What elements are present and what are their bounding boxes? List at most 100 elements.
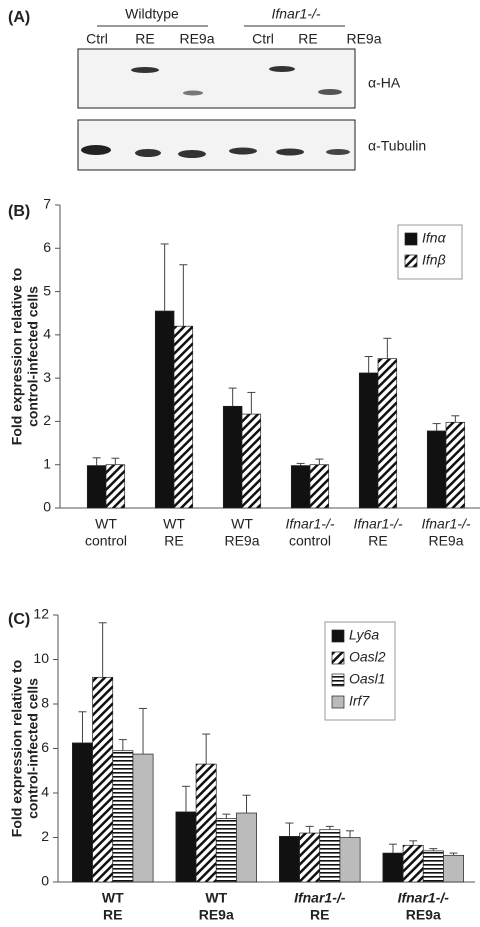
x-tick-label: RE9a [199,907,234,923]
y-axis-label: Fold expression relative to [9,268,25,445]
x-tick-label: Ifnar1-/- [353,516,402,532]
bar [86,465,107,509]
y-axis-label: control-infected cells [25,678,41,819]
bar [319,829,341,883]
error-bar [118,739,127,751]
y-axis-label: control-infected cells [25,286,41,427]
legend-swatch [331,673,345,687]
lane-label: RE9a [179,31,214,47]
lane-label: RE [135,31,154,47]
legend-swatch [331,651,345,665]
bar [382,852,404,883]
blot-label: α-HA [368,75,401,91]
error-bar [98,622,107,678]
band [318,89,342,95]
bar [445,421,466,509]
error-bar [325,825,334,830]
x-tick-label: RE9a [406,907,441,923]
band [183,90,203,96]
bar [154,310,175,509]
error-bar [139,707,148,755]
legend-label: Irf7 [349,693,370,709]
bar [443,854,464,883]
error-bar [179,264,188,327]
bar [236,812,257,883]
blot [77,119,356,171]
x-tick-label: Ifnar1-/- [421,516,470,532]
x-tick-label: RE9a [224,533,259,549]
error-bar [429,848,438,851]
bar [175,811,197,883]
bar [195,763,217,883]
error-bar [315,458,324,465]
x-tick-label: RE [368,533,387,549]
x-tick-label: RE [103,907,122,923]
legend: Ly6a Oasl2 Oasl1 Irf7 [324,621,396,721]
y-axis-label: Fold expression relative to [9,660,25,837]
y-tick-label: 2 [43,412,51,428]
y-tick-label: 6 [43,239,51,255]
error-bar [228,387,237,407]
x-tick-label: RE [310,907,329,923]
x-tick-label: WT [231,516,253,532]
y-tick-label: 6 [41,739,49,755]
lane-label: Ctrl [86,31,108,47]
group-label: Ifnar1-/- [271,6,320,22]
legend-label: Ifnα [422,230,447,246]
y-tick-label: 4 [41,784,49,800]
error-bar [305,825,314,834]
y-tick-label: 12 [33,606,49,622]
error-bar [222,813,231,819]
bar [290,465,311,509]
error-bar [247,391,256,415]
error-bar [78,711,87,743]
error-bar [388,843,397,854]
x-tick-label: Ifnar1-/- [398,890,450,906]
panel-label: (B) [8,203,30,220]
y-tick-label: 2 [41,828,49,844]
x-tick-label: control [85,533,127,549]
y-tick-label: 3 [43,369,51,385]
error-bar [242,794,251,814]
x-tick-label: Ifnar1-/- [294,890,346,906]
chart: (B) Fold expression relative to control-in… [8,196,480,549]
lane-label: Ctrl [252,31,274,47]
legend: Ifnα Ifnβ [397,224,463,280]
error-bar [432,423,441,431]
bar [173,325,194,509]
bar [377,358,398,509]
x-tick-label: WT [205,890,227,906]
x-tick-label: WT [95,516,117,532]
bar [132,753,154,883]
band [276,148,304,156]
y-tick-label: 1 [43,455,51,471]
error-bar [92,457,101,466]
bar [339,837,361,883]
band [135,149,161,157]
legend-label: Oasl2 [349,649,386,665]
error-bar [181,785,190,812]
band [131,67,159,73]
x-tick-label: RE [164,533,183,549]
bar [222,405,243,509]
band [178,150,206,158]
y-tick-label: 4 [43,326,51,342]
group-label: Wildtype [125,6,179,22]
bar [105,464,126,509]
legend-label: Ly6a [349,627,379,643]
band [326,149,350,155]
x-tick-label: control [289,533,331,549]
bar [426,430,447,509]
chart: (C) Fold expression relative to control-in… [8,606,475,923]
x-tick-label: WT [163,516,185,532]
panel-label: (A) [8,9,30,26]
bar [112,750,134,883]
error-bar [202,733,211,765]
lane-label: RE9a [346,31,381,47]
bar [358,372,379,509]
error-bar [346,830,355,838]
blot-label: α-Tubulin [368,138,426,154]
x-tick-label: RE9a [428,533,463,549]
bar [402,844,424,883]
legend-label: Ifnβ [422,252,446,268]
